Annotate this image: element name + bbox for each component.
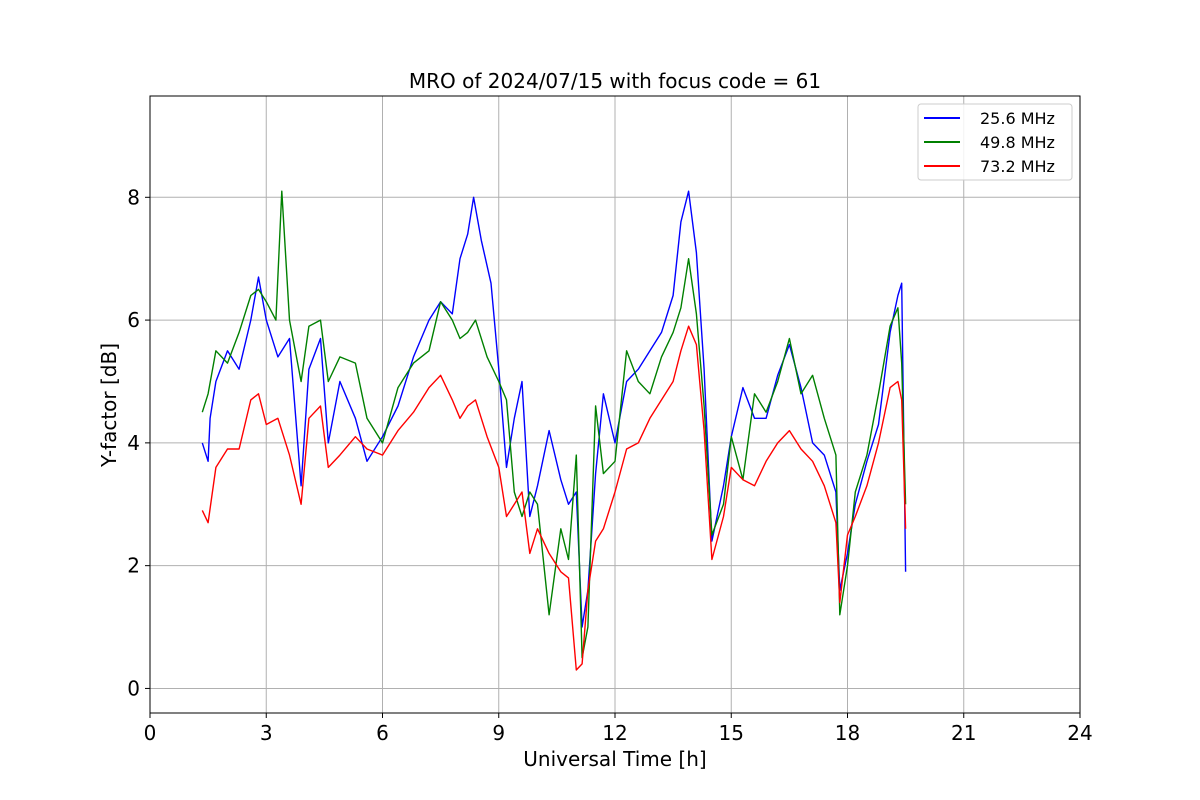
- series-line-3: [201, 325, 907, 671]
- y-axis-title: Y-factor [dB]: [97, 343, 121, 468]
- legend: 25.6 MHz 49.8 MHz 73.2 MHz: [917, 103, 1073, 181]
- series-layer: [201, 190, 907, 671]
- legend-label: 25.6 MHz: [980, 109, 1055, 128]
- x-tick-label: 24: [1067, 721, 1092, 745]
- y-tick-label: 4: [127, 431, 140, 455]
- x-tick-label: 18: [835, 721, 860, 745]
- y-tick-label: 0: [127, 676, 140, 700]
- series-line-1: [201, 190, 907, 628]
- x-axis: 0 3 6 9 12 15 18 21 24: [144, 713, 1093, 745]
- chart-title: MRO of 2024/07/15 with focus code = 61: [409, 69, 821, 93]
- y-tick-label: 2: [127, 554, 140, 578]
- legend-label: 73.2 MHz: [980, 157, 1055, 176]
- x-tick-label: 6: [376, 721, 389, 745]
- y-tick-label: 6: [127, 308, 140, 332]
- x-axis-title: Universal Time [h]: [523, 747, 706, 771]
- y-tick-label: 8: [127, 185, 140, 209]
- x-tick-label: 0: [144, 721, 157, 745]
- y-axis: 0 2 4 6 8: [127, 185, 150, 700]
- x-tick-label: 15: [719, 721, 744, 745]
- x-tick-label: 3: [260, 721, 273, 745]
- legend-label: 49.8 MHz: [980, 133, 1055, 152]
- series-line-2: [201, 190, 907, 659]
- x-tick-label: 9: [492, 721, 505, 745]
- x-tick-label: 12: [602, 721, 627, 745]
- x-tick-label: 21: [951, 721, 976, 745]
- legend-box: [917, 103, 1073, 181]
